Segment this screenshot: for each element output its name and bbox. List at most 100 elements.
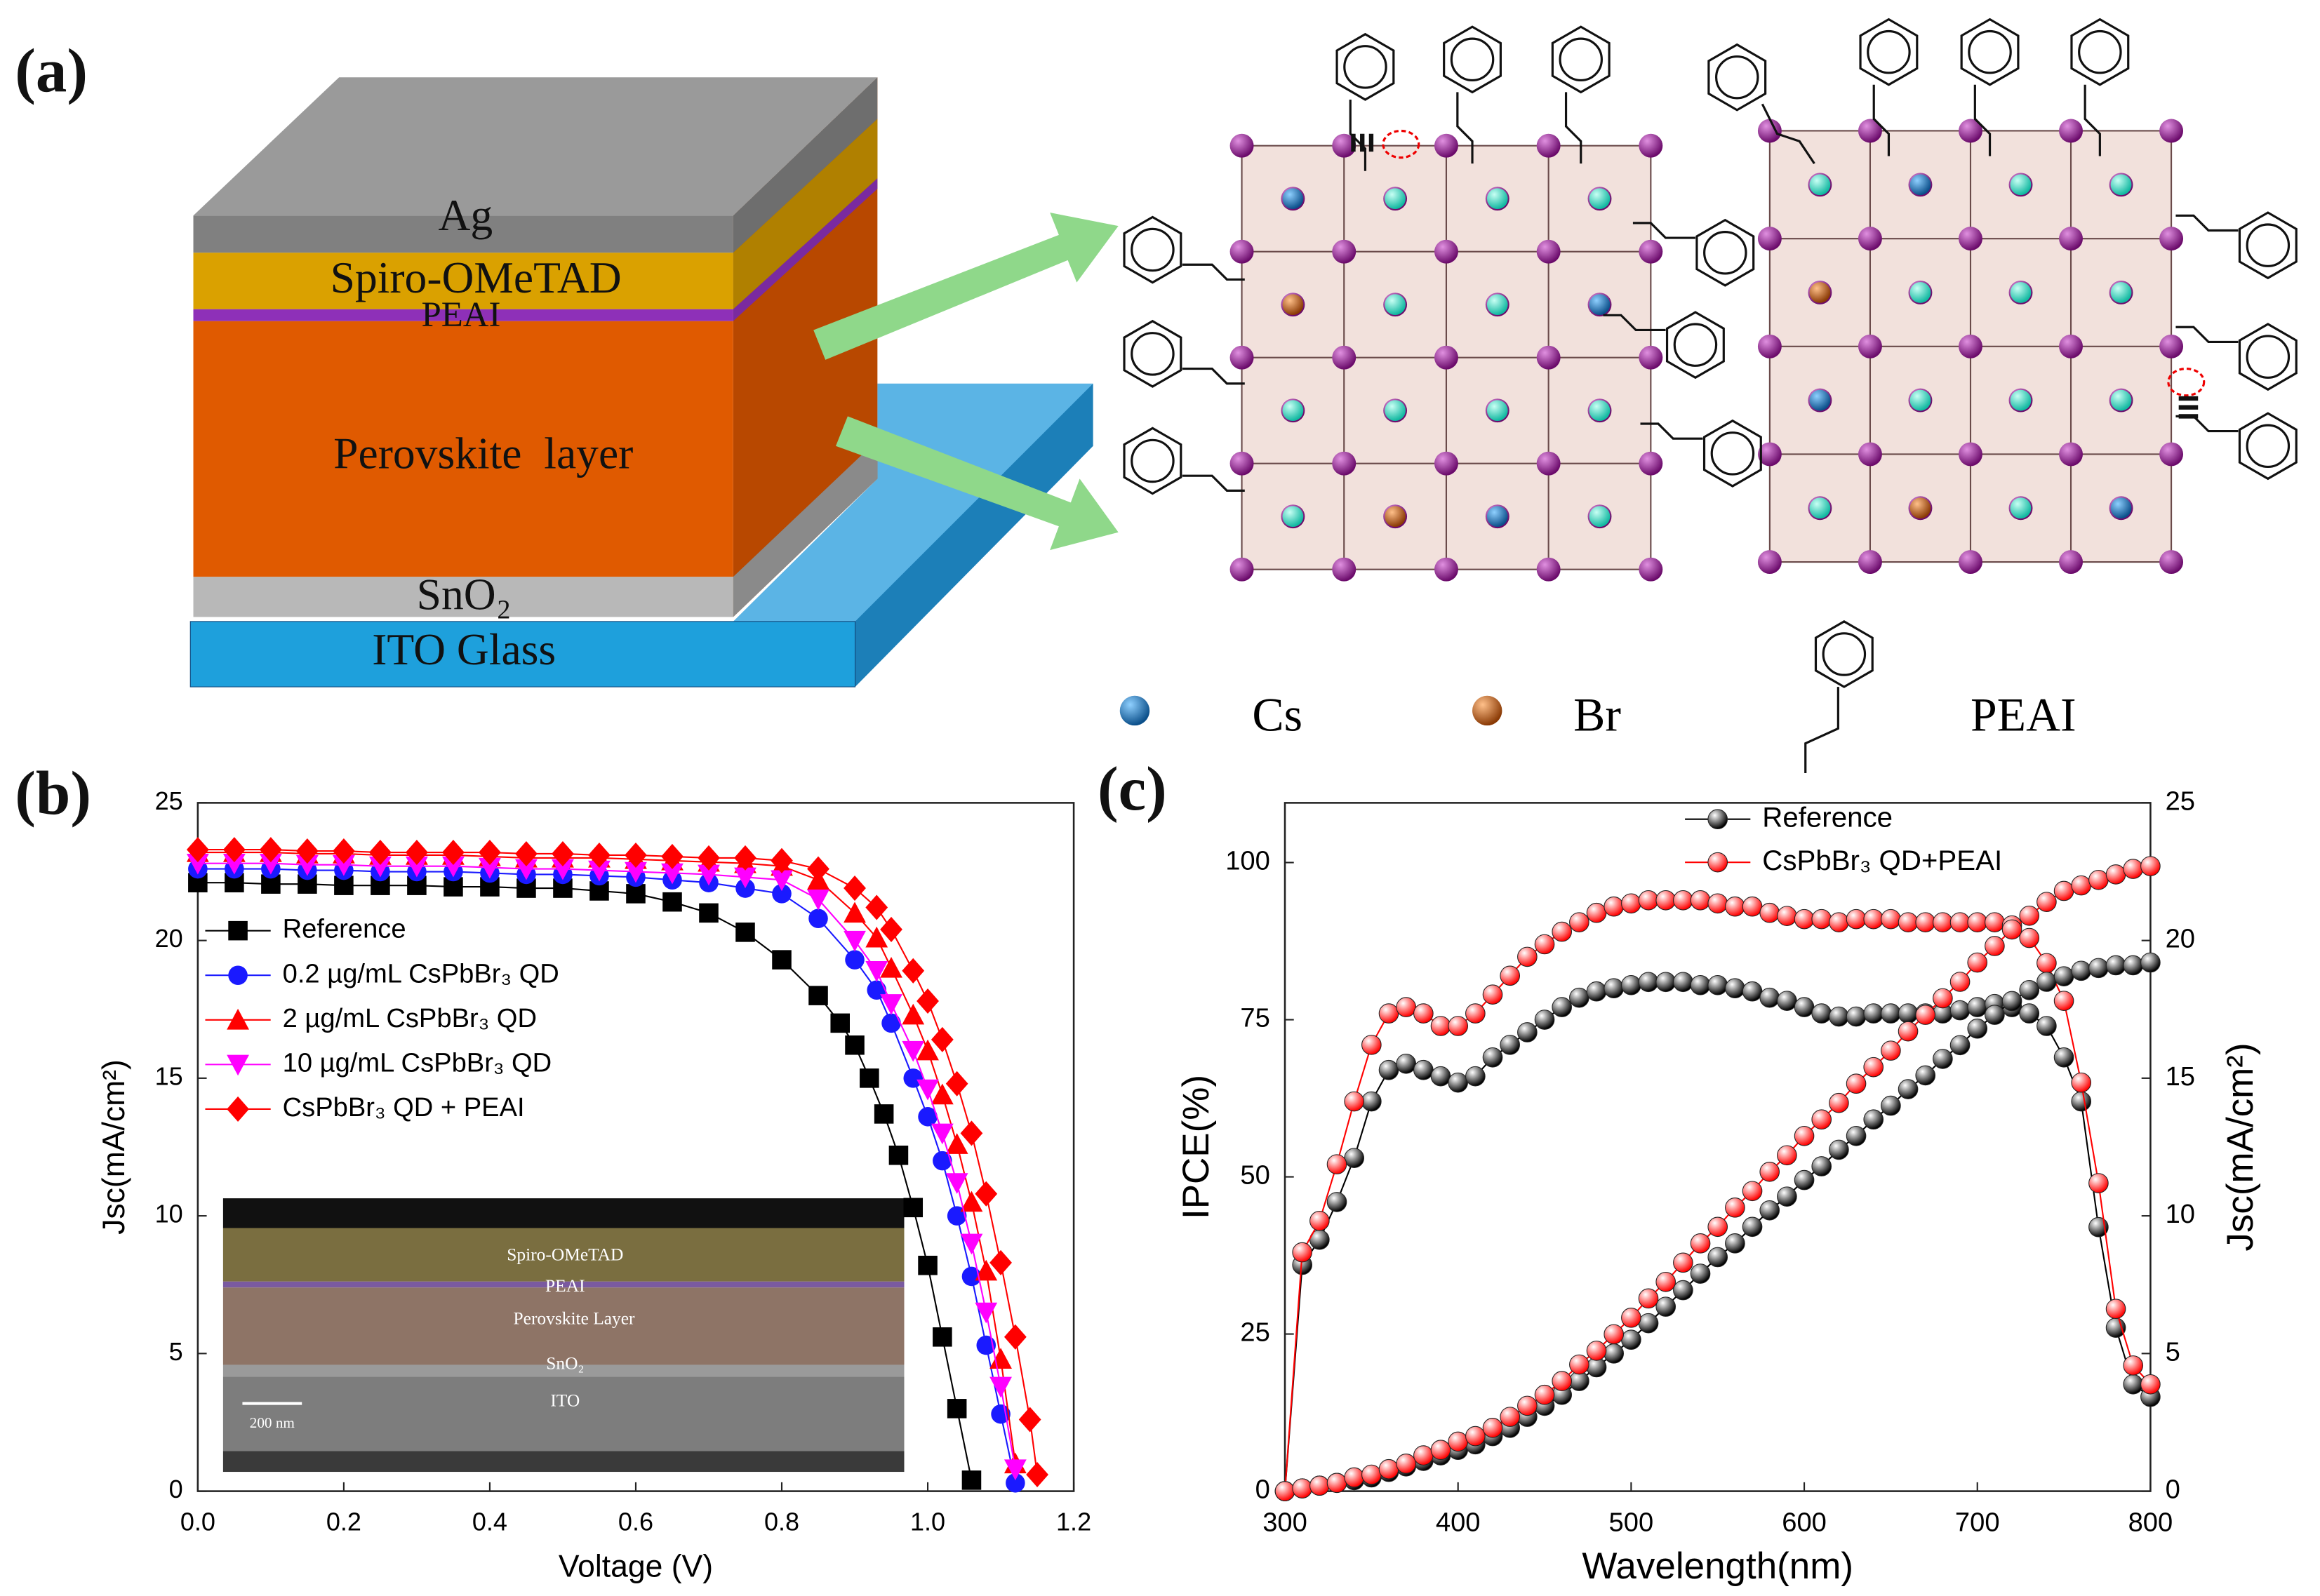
marker (1690, 1263, 1711, 1284)
benzene (1123, 427, 1182, 495)
benzene (1123, 319, 1182, 388)
marker (1604, 978, 1625, 999)
marker (2140, 1374, 2161, 1395)
atom (1589, 294, 1611, 316)
marker (1707, 974, 1728, 995)
marker (1777, 1145, 1797, 1166)
benzene-inner (1867, 29, 1911, 74)
marker (1413, 1059, 1434, 1080)
y2-tick-label: 5 (2166, 1336, 2180, 1367)
x-tick-label: 400 (1436, 1507, 1481, 1537)
atom (1858, 442, 1882, 467)
marker (865, 961, 888, 982)
x-axis-label: Wavelength(nm) (1582, 1545, 1853, 1587)
marker (2036, 1016, 2057, 1036)
marker (1621, 1329, 1641, 1350)
marker (259, 837, 282, 863)
marker (1465, 1066, 1486, 1087)
marker (2053, 880, 2074, 901)
ito-front (189, 621, 856, 688)
x-tick-label: 0.2 (326, 1508, 361, 1536)
marker (2071, 1072, 2092, 1093)
ethyl-chain (1640, 422, 1703, 440)
marker (881, 1013, 901, 1033)
marker (1655, 1296, 1676, 1317)
atom (1959, 442, 1982, 467)
marker (699, 903, 719, 923)
marker (1742, 896, 1763, 917)
marker (1500, 965, 1521, 986)
atom (1282, 400, 1304, 422)
atom (1486, 188, 1508, 210)
marker (902, 1040, 925, 1062)
panel-label: (a) (15, 37, 88, 106)
marker (1482, 1418, 1503, 1438)
marker (975, 1302, 998, 1324)
marker (1396, 997, 1416, 1017)
ethyl-chain (1182, 474, 1245, 492)
marker (1811, 1156, 1832, 1176)
marker (1621, 893, 1641, 914)
marker (227, 1096, 249, 1122)
y2-tick-label: 10 (2166, 1199, 2195, 1229)
marker (1811, 1109, 1832, 1130)
ag-side (733, 77, 878, 253)
crystal-legend: Cs Br PEAI (1119, 688, 2076, 741)
benzene-inner (1450, 37, 1495, 82)
marker (1344, 1148, 1364, 1168)
marker (1500, 1407, 1521, 1427)
benzene (1695, 218, 1755, 287)
marker (1759, 1162, 1780, 1182)
benzene (1551, 25, 1611, 94)
ag-front (193, 215, 733, 253)
benzene (2238, 211, 2298, 280)
atom (1639, 345, 1663, 370)
sem-layer (222, 1281, 905, 1288)
sno2-front (193, 577, 733, 617)
marker (479, 857, 501, 879)
marker (2019, 906, 2040, 926)
marker (1673, 1280, 1693, 1301)
marker (1846, 908, 1867, 930)
marker (2105, 864, 2126, 885)
atom (1229, 133, 1254, 158)
marker (734, 867, 756, 889)
benzene (1707, 43, 1767, 112)
marker (1967, 997, 1988, 1017)
marker (2088, 1173, 2109, 1193)
marker (888, 1145, 909, 1165)
ag-top (193, 77, 878, 216)
benzene-inner (1968, 29, 2012, 74)
marker (1707, 1216, 1728, 1238)
marker (1292, 1478, 1312, 1498)
panel-label: (b) (15, 760, 91, 829)
atom (1332, 451, 1356, 476)
charts: 0.0 0.2 0.4 0.6 0.8 1.0 1.2 0 5 10 15 20 25 Voltage (… (97, 786, 2261, 1586)
marker (1794, 1125, 1815, 1146)
benzene-inner (1715, 55, 1759, 100)
marker (1448, 1431, 1468, 1452)
marker (1361, 1035, 1382, 1055)
x-tick-label: 700 (1955, 1507, 2000, 1537)
atom (1332, 345, 1356, 370)
marker (1552, 1371, 1573, 1391)
benzene-inner (2246, 424, 2291, 469)
legend-label: Cs (1252, 688, 1302, 741)
marker (960, 1233, 983, 1255)
benzene (1335, 32, 1395, 101)
atom (1385, 294, 1406, 316)
benzene-inner (1131, 438, 1175, 483)
x-tick-label: 0.8 (764, 1508, 799, 1536)
ethyl-chain (1182, 367, 1245, 385)
marker (1898, 1021, 1919, 1042)
x-tick-label: 600 (1782, 1507, 1827, 1537)
y2-tick-label: 15 (2166, 1061, 2195, 1092)
marker (1811, 1003, 1832, 1024)
atom (1639, 133, 1663, 158)
marker (1949, 912, 1971, 932)
layer-label: SnO₂ (417, 570, 512, 619)
marker (228, 965, 248, 985)
marker (1863, 1003, 1884, 1024)
marker (975, 1259, 998, 1281)
benzene (1443, 25, 1502, 94)
